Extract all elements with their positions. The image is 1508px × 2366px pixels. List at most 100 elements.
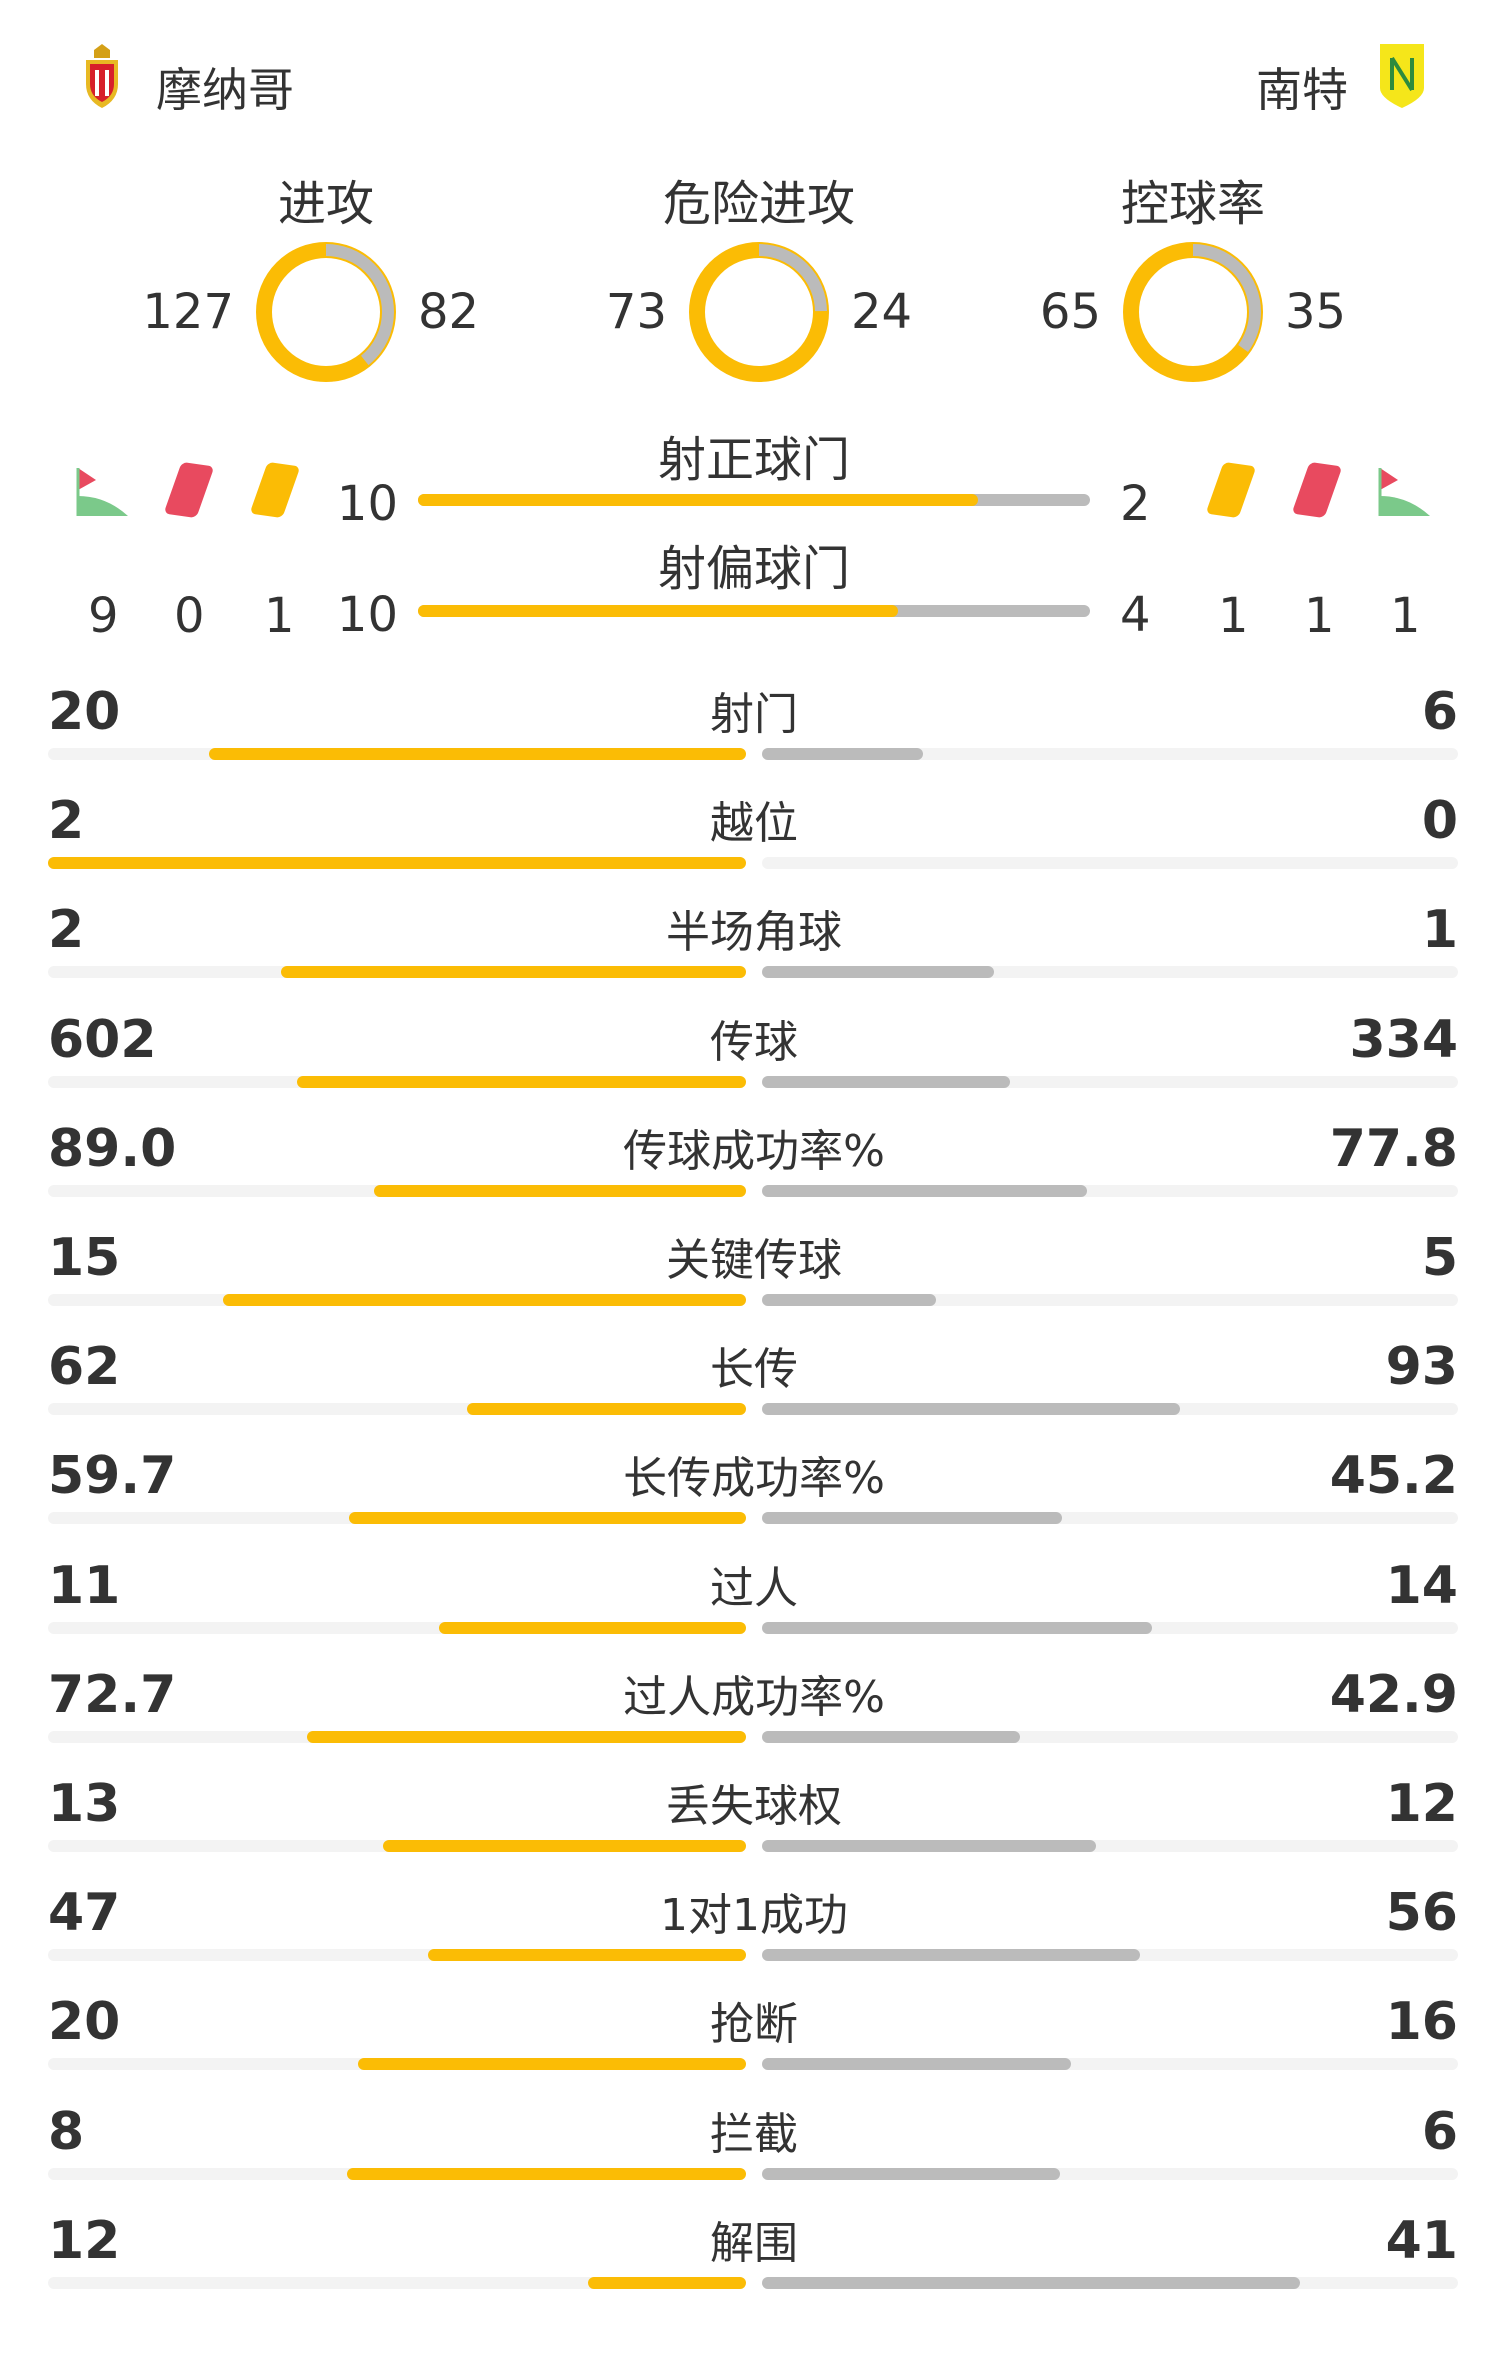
- stat-home-value: 15: [48, 1228, 121, 1288]
- stat-label: 关键传球: [666, 1235, 842, 1286]
- stat-away-track: [762, 1512, 1458, 1525]
- stat-home-fill: [358, 2058, 746, 2071]
- stat-label: 传球: [710, 1016, 798, 1068]
- stat-away-track: [762, 1730, 1458, 1743]
- stat-row: 72.7 42.9 过人成功率%: [0, 1665, 1508, 1769]
- stat-row: 8 6 拦截: [0, 2102, 1508, 2206]
- donut-away-arc: [1125, 244, 1261, 380]
- stat-row: 2 0 越位: [0, 791, 1508, 895]
- away-corners-count: 1: [1390, 588, 1421, 644]
- stat-home-value: 20: [48, 682, 121, 742]
- stat-home-value: 2: [48, 900, 85, 961]
- home-red-card-icon: [163, 461, 215, 519]
- stat-label: 长传: [710, 1344, 798, 1396]
- stat-home-track: [48, 1075, 746, 1088]
- stat-away-value: 93: [1385, 1337, 1458, 1398]
- shots-bar-home-value: 10: [336, 587, 398, 643]
- stat-label: 长传成功率%: [623, 1453, 885, 1505]
- stat-row: 89.0 77.8 传球成功率%: [0, 1119, 1508, 1223]
- stat-away-track: [762, 2276, 1458, 2289]
- stat-home-fill: [209, 748, 746, 760]
- shots-bar-home-fill: [418, 605, 898, 617]
- stat-home-fill: [587, 2276, 746, 2289]
- stat-row: 62 93 长传: [0, 1337, 1508, 1441]
- donut-away-value: 82: [418, 284, 480, 340]
- shots-bar-away-value: 2: [1120, 476, 1151, 532]
- home-team-name: 摩纳哥: [156, 63, 294, 117]
- stat-away-fill: [762, 2167, 1061, 2180]
- stat-home-fill: [383, 1840, 746, 1852]
- stat-away-track: [762, 2058, 1458, 2071]
- stat-row: 20 16 抢断: [0, 1992, 1508, 2096]
- stat-home-track: [48, 857, 746, 870]
- stat-away-track: [762, 1949, 1458, 1962]
- stat-home-track: [48, 2167, 746, 2180]
- stat-away-fill: [762, 1294, 936, 1306]
- donut-chart: [689, 242, 829, 382]
- home-red-cards-count: 0: [174, 588, 205, 644]
- stat-home-value: 11: [48, 1555, 121, 1616]
- stat-home-track: [48, 1512, 746, 1525]
- stat-away-value: 16: [1385, 1992, 1458, 2053]
- stat-home-value: 8: [48, 2101, 85, 2162]
- donut-away-arc: [258, 244, 394, 380]
- stat-label: 丢失球权: [666, 1781, 842, 1832]
- shots-bar-track: [418, 605, 1090, 617]
- stat-away-value: 14: [1385, 1555, 1458, 1616]
- stat-home-fill: [297, 1075, 746, 1088]
- stat-home-value: 2: [48, 791, 85, 852]
- stat-away-value: 1: [1421, 900, 1458, 961]
- stat-away-value: 42.9: [1329, 1664, 1458, 1725]
- stat-away-fill: [762, 1403, 1180, 1416]
- stat-home-value: 89.0: [48, 1118, 177, 1179]
- stat-row: 12 41 解围: [0, 2211, 1508, 2315]
- stat-away-value: 12: [1385, 1774, 1458, 1834]
- home-yellow-card-icon: [249, 461, 301, 519]
- home-corners-count: 9: [88, 588, 119, 644]
- stat-away-value: 6: [1421, 2101, 1458, 2162]
- donut-away-value: 24: [851, 284, 913, 340]
- stat-home-fill: [373, 1184, 746, 1197]
- donut-title: 危险进攻: [662, 176, 855, 232]
- donut-home-value: 127: [142, 284, 234, 340]
- stat-label: 半场角球: [666, 907, 842, 959]
- stat-home-value: 59.7: [48, 1446, 177, 1507]
- stat-home-fill: [347, 2167, 746, 2180]
- stat-away-track: [762, 1075, 1458, 1088]
- stat-away-fill: [762, 1949, 1141, 1962]
- away-team-name: 南特: [1256, 63, 1348, 117]
- stat-away-fill: [762, 1621, 1152, 1634]
- stat-home-track: [48, 2058, 746, 2071]
- stat-home-fill: [466, 1403, 746, 1416]
- stat-label: 抢断: [710, 1999, 798, 2051]
- stat-home-track: [48, 1949, 746, 1962]
- stat-home-fill: [280, 966, 746, 979]
- stat-away-track: [762, 1403, 1458, 1416]
- stat-home-track: [48, 1403, 746, 1416]
- donut-title: 控球率: [1120, 176, 1265, 232]
- stat-away-track: [762, 1184, 1458, 1197]
- home-corner-icon: [76, 466, 128, 522]
- stat-row: 11 14 过人: [0, 1556, 1508, 1660]
- away-red-card-icon: [1291, 461, 1343, 519]
- stat-home-track: [48, 748, 746, 760]
- donut-chart: [1123, 242, 1263, 382]
- stat-home-fill: [348, 1512, 746, 1525]
- stat-away-fill: [762, 966, 994, 979]
- stat-home-value: 602: [48, 1009, 157, 1070]
- stat-home-track: [48, 1294, 746, 1306]
- stat-away-value: 41: [1385, 2210, 1458, 2271]
- stat-away-track: [762, 857, 1458, 870]
- stat-away-value: 77.8: [1329, 1118, 1458, 1179]
- stat-away-track: [762, 1840, 1458, 1852]
- stat-away-value: 5: [1421, 1228, 1458, 1288]
- away-corner-icon: [1378, 466, 1430, 522]
- shots-bar-away-value: 4: [1120, 587, 1151, 643]
- stat-row: 602 334 传球: [0, 1010, 1508, 1114]
- stat-home-track: [48, 2276, 746, 2289]
- donut-away-value: 35: [1285, 284, 1347, 340]
- away-team-logo: [1380, 44, 1424, 108]
- stat-home-value: 12: [48, 2210, 121, 2271]
- stat-home-fill: [427, 1949, 746, 1962]
- stat-label: 拦截: [710, 2108, 798, 2160]
